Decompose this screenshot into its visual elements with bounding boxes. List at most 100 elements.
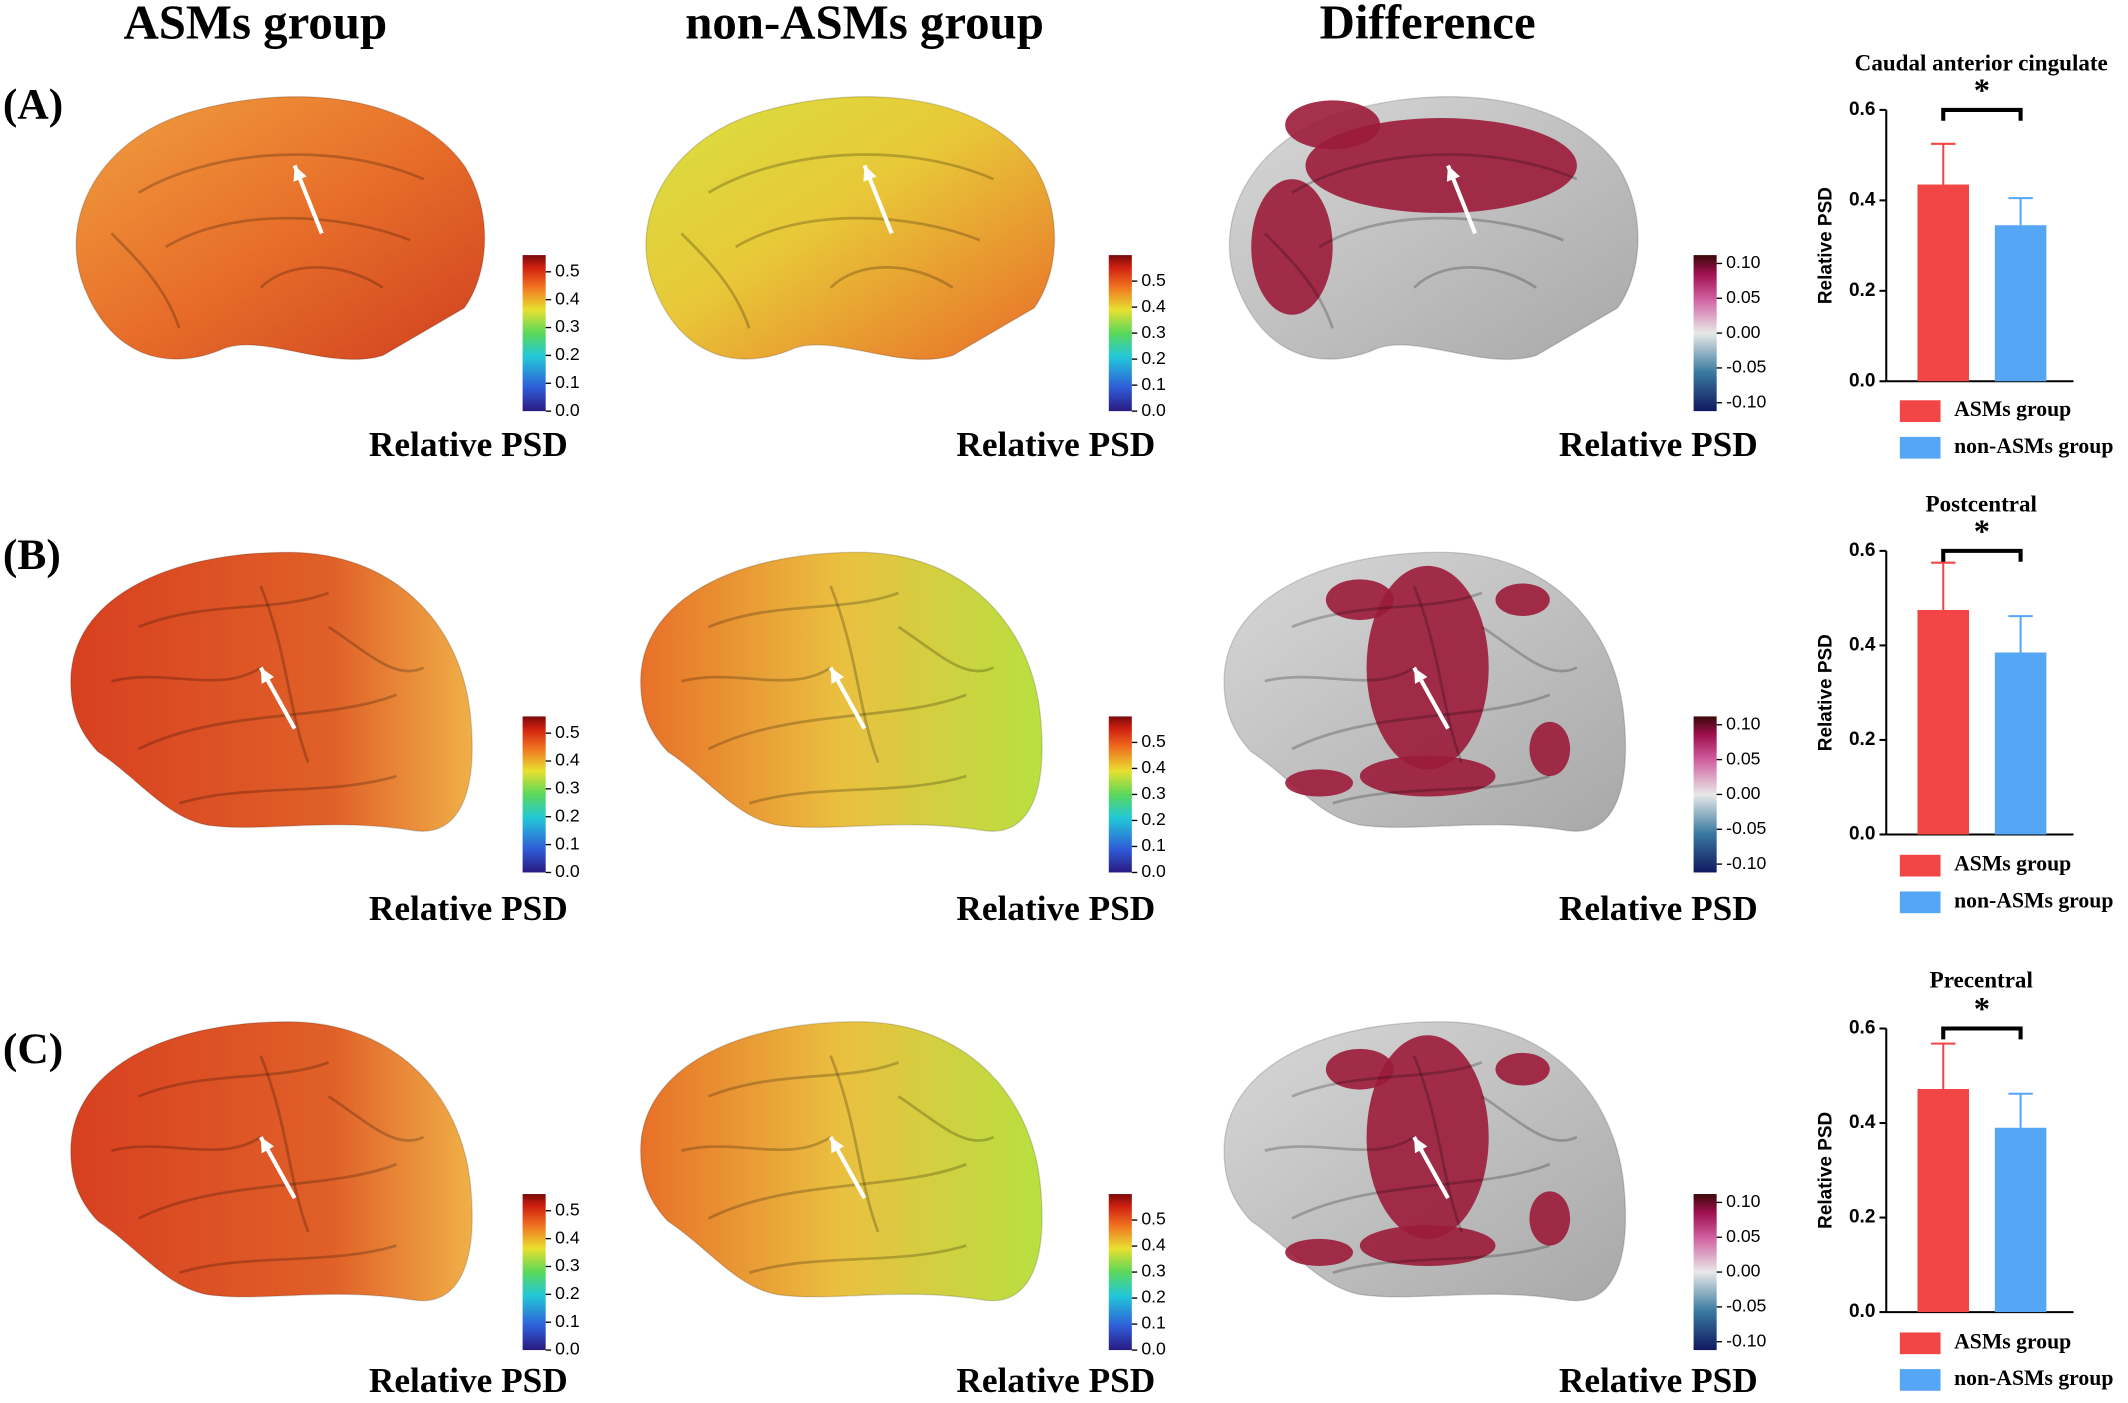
colorbar-tick-label: 0.5: [1141, 270, 1166, 290]
sulcus: [1291, 153, 1578, 194]
legend-swatch: [1899, 854, 1941, 877]
colorbar-tick-label: 0.3: [1141, 783, 1166, 803]
sulcus: [829, 1055, 880, 1233]
y-axis-label: Relative PSD: [1816, 187, 1837, 304]
colorbar-tick-label: 0.0: [555, 1339, 580, 1359]
colorbar-tick-label: 0.1: [1141, 374, 1166, 394]
colorbar-label: Relative PSD: [956, 1361, 1155, 1400]
colorbar-tick-label: 0.0: [555, 400, 580, 420]
colorbar-tick-label: 0.3: [555, 316, 580, 336]
colorbar: [1693, 255, 1717, 412]
legend-label: ASMs group: [1954, 852, 2071, 876]
brain: [1223, 551, 1627, 832]
y-tick-label: 0.2: [1849, 280, 1875, 301]
y-tick-label: 0.2: [1849, 729, 1875, 750]
sulcus: [111, 666, 262, 683]
column-title: non-ASMs group: [685, 0, 1044, 49]
colorbar-tick-label: 0.05: [1726, 748, 1761, 768]
colorbar-tick-label: 0.00: [1726, 322, 1761, 342]
sulcus: [1263, 232, 1334, 329]
effect-region: [1285, 769, 1354, 797]
bar: [1917, 1089, 1970, 1313]
colorbar-tick-label: 0.1: [555, 833, 580, 853]
sulcus: [680, 232, 751, 329]
colorbar: [1108, 716, 1132, 873]
colorbar: [522, 255, 546, 412]
significance-bracket: [1941, 548, 2023, 562]
significance-mark: *: [1974, 514, 1990, 550]
sulcus: [707, 591, 899, 629]
colorbar-tick-label: 0.1: [555, 1311, 580, 1331]
sulcus: [829, 585, 880, 764]
brain: [75, 96, 486, 361]
colorbar-tick-label: 0.1: [555, 372, 580, 392]
sulcus: [178, 1244, 397, 1275]
arrow-head: [830, 1137, 844, 1154]
sulcus: [681, 666, 832, 683]
effect-region: [1366, 1035, 1489, 1239]
colorbar-tick-label: -0.05: [1726, 357, 1766, 377]
legend-swatch: [1899, 436, 1941, 459]
arrow-head: [1414, 1137, 1428, 1154]
colorbar-tick-label: 0.3: [555, 1255, 580, 1275]
row-label: (B): [3, 531, 61, 579]
legend-swatch: [1899, 1332, 1941, 1355]
arrow-head: [260, 667, 275, 684]
colorbar: [1108, 255, 1132, 412]
legend-label: non-ASMs group: [1954, 888, 2113, 912]
legend-label: ASMs group: [1954, 397, 2071, 421]
significance-mark: *: [1974, 73, 1990, 109]
colorbar-tick-label: 0.05: [1726, 287, 1761, 307]
colorbar-tick-label: 0.1: [1141, 835, 1166, 855]
colorbar: [522, 1194, 546, 1351]
sulcus: [110, 232, 181, 329]
sulcus: [327, 625, 425, 673]
sulcus: [1412, 585, 1463, 764]
colorbar-tick-label: 0.4: [1141, 1235, 1166, 1255]
colorbar-tick-label: 0.4: [1141, 757, 1166, 777]
sulcus: [1332, 774, 1551, 805]
colorbar-tick-label: 0.00: [1726, 1261, 1761, 1281]
effect-region: [1359, 1225, 1496, 1266]
sulcus: [897, 1095, 995, 1143]
colorbar: [1693, 716, 1717, 873]
legend-label: non-ASMs group: [1954, 434, 2113, 458]
colorbar-label: Relative PSD: [956, 425, 1155, 464]
y-tick-label: 0.2: [1849, 1207, 1875, 1228]
colorbar-tick-label: 0.2: [555, 344, 580, 364]
sulcus: [1332, 1244, 1551, 1275]
sulcus: [707, 1061, 899, 1098]
brain: [1223, 1021, 1627, 1302]
row-label: (C): [3, 1025, 63, 1073]
row-label: (A): [3, 81, 63, 129]
effect-region: [1305, 118, 1577, 214]
sulcus: [707, 153, 994, 194]
effect-region: [1251, 179, 1333, 315]
colorbar-tick-label: 0.4: [555, 750, 580, 770]
y-tick-label: 0.6: [1849, 540, 1875, 561]
effect-region: [1325, 1048, 1394, 1090]
colorbar-tick-label: 0.0: [1141, 400, 1166, 420]
brain-surface: [639, 1021, 1043, 1302]
brain-surface: [639, 551, 1043, 832]
arrow-head: [293, 165, 307, 182]
significance-bracket: [1941, 1026, 2023, 1040]
colorbar-tick-label: -0.10: [1726, 391, 1766, 411]
sulcus: [829, 265, 954, 289]
colorbar-tick-label: -0.10: [1726, 853, 1766, 873]
chart-title: Precentral: [1930, 967, 2034, 993]
legend-swatch: [1899, 400, 1941, 422]
colorbar-label: Relative PSD: [1559, 1361, 1758, 1400]
sulcus: [1264, 1135, 1415, 1152]
colorbar-tick-label: 0.3: [555, 778, 580, 798]
sulcus: [1481, 1095, 1578, 1143]
sulcus: [681, 1135, 832, 1152]
effect-region: [1529, 721, 1571, 777]
brain: [1228, 96, 1639, 361]
colorbar-tick-label: 0.10: [1726, 713, 1761, 733]
effect-region: [1366, 565, 1489, 770]
brain: [639, 1021, 1043, 1302]
brain-surface: [645, 96, 1056, 361]
colorbar-tick-label: 0.2: [555, 805, 580, 825]
